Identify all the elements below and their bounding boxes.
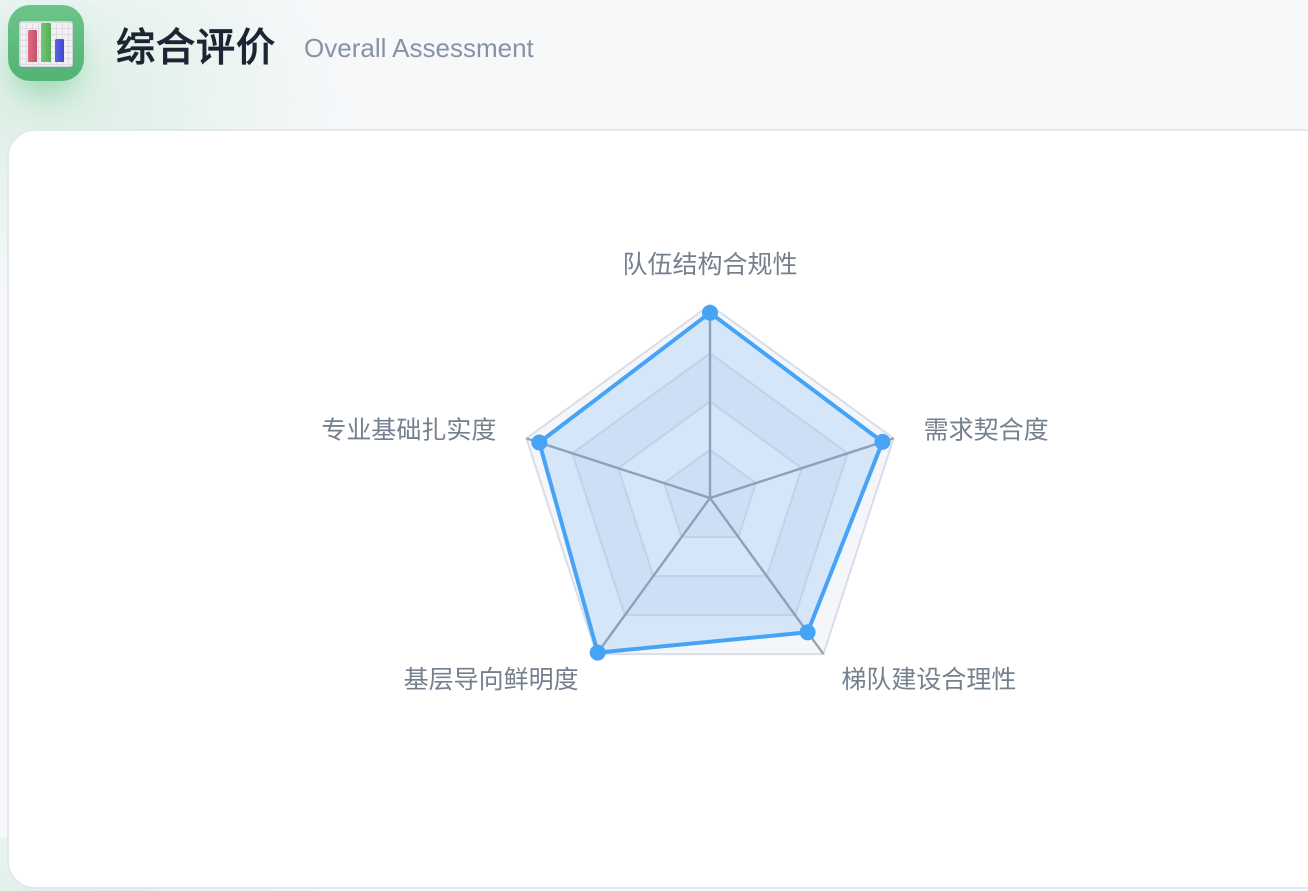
radar-data-point[interactable] <box>799 624 816 641</box>
page-title: 综合评价 <box>116 27 277 70</box>
radar-axis-line <box>595 497 711 655</box>
radar-axis-label: 基层导向鲜明度 <box>404 666 579 694</box>
radar-data-point[interactable] <box>702 304 718 321</box>
radar-series-area <box>537 310 885 655</box>
radar-axis-label: 梯队建设合理性 <box>841 666 1016 694</box>
bar-chart-icon <box>8 5 84 81</box>
radar-grid-ring <box>571 352 849 617</box>
assessment-card: 队伍结构合规性需求契合度梯队建设合理性 基层导向鲜明度 专业基础扎实度 <box>7 129 1308 889</box>
radar-axis-label: 专业基础扎实度 <box>321 416 496 444</box>
icon-bar-red <box>28 30 37 62</box>
page-header: 综合评价 Overall Assessment <box>8 5 534 81</box>
icon-bar-green <box>41 23 51 62</box>
radar-data-point[interactable] <box>531 434 548 451</box>
radar-data-point[interactable] <box>589 644 606 661</box>
radar-data-point[interactable] <box>874 433 891 450</box>
bar-chart-glyph <box>19 21 73 67</box>
radar-grid-ring <box>525 303 895 656</box>
radar-axis-label: 需求契合度 <box>924 416 1049 444</box>
radar-axis-label: 队伍结构合规性 <box>622 251 797 279</box>
radar-grid-ring <box>617 400 803 578</box>
radar-grid-ring <box>662 448 758 538</box>
radar-axis-line <box>526 437 711 500</box>
radar-axis-line <box>709 437 894 500</box>
page-subtitle: Overall Assessment <box>304 32 534 63</box>
icon-bar-blue <box>55 39 64 62</box>
